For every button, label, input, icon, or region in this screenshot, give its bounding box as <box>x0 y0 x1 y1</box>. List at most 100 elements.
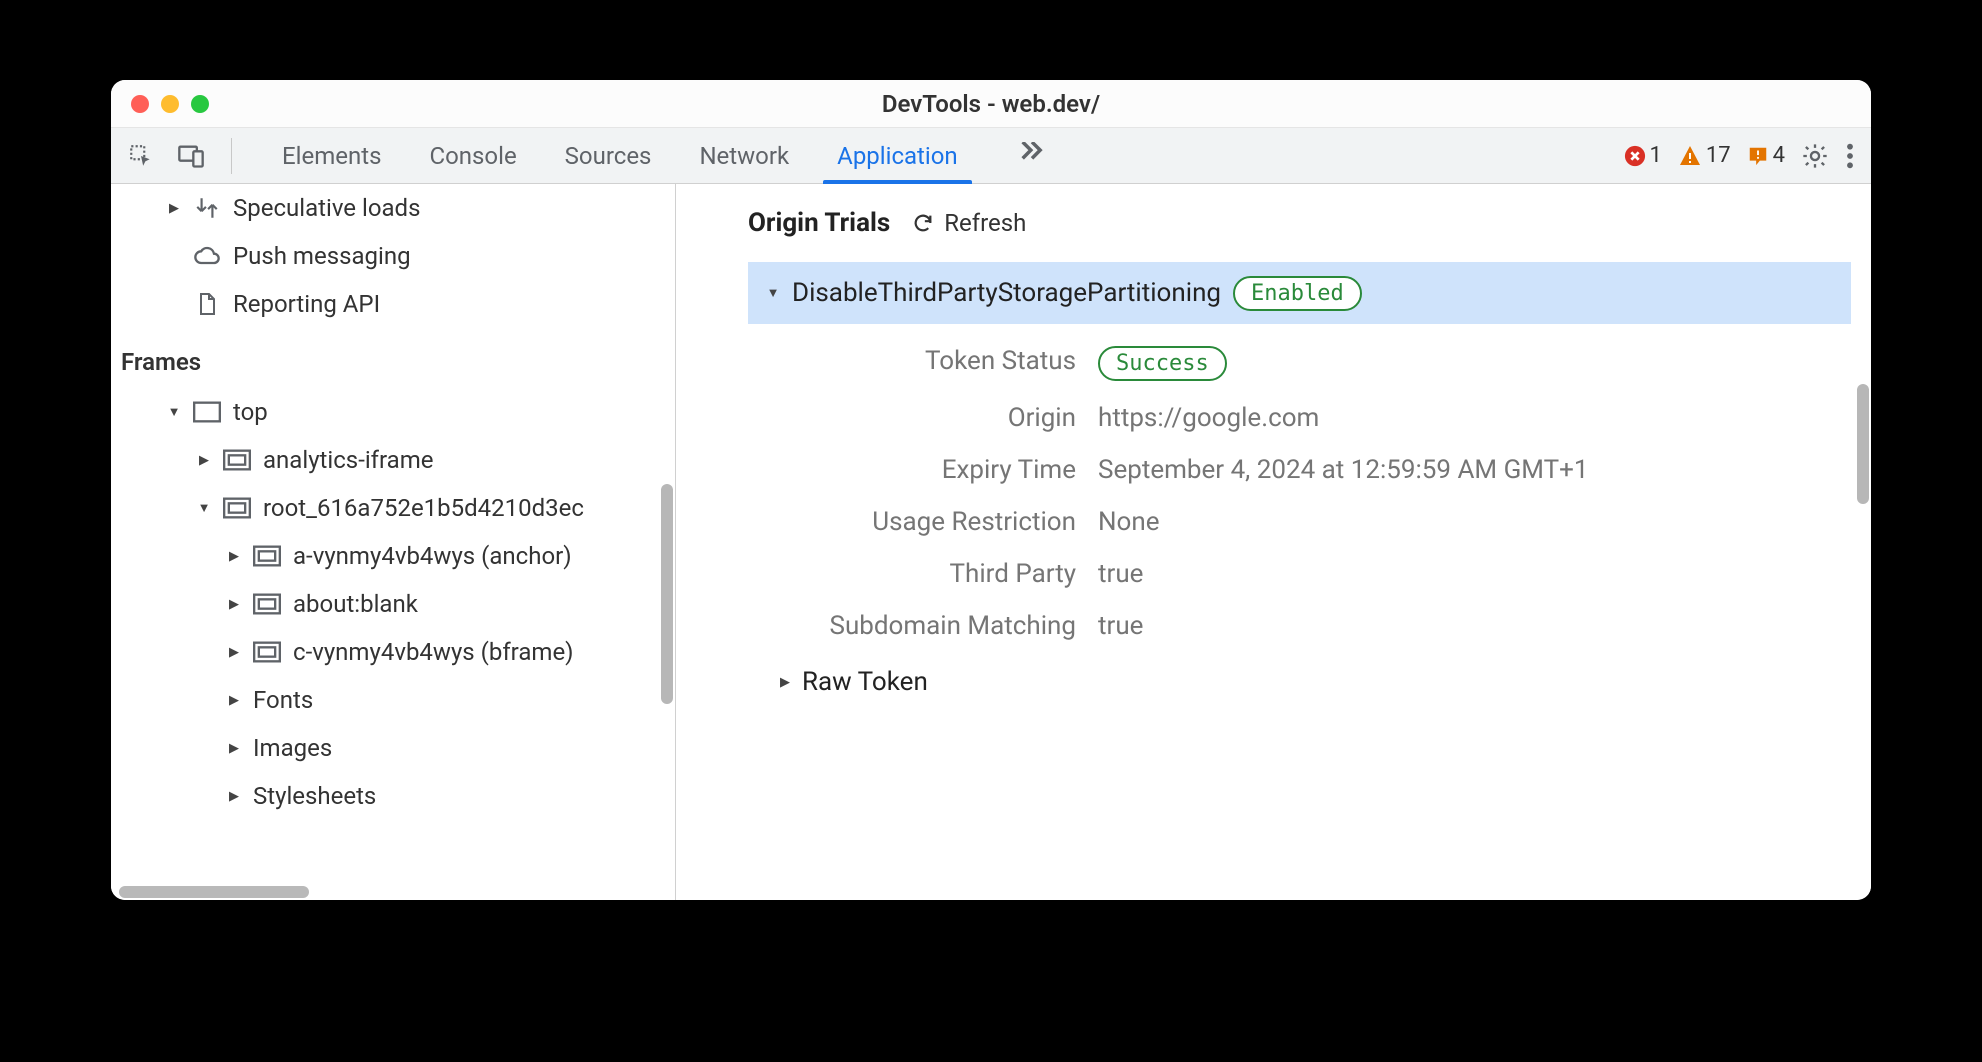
issue-icon <box>1747 145 1769 167</box>
chevron-down-icon <box>766 285 780 301</box>
sidebar-item-label: Fonts <box>253 686 313 714</box>
field-label: Subdomain Matching <box>716 611 1076 641</box>
field-label: Usage Restriction <box>716 507 1076 537</box>
sidebar-item-push-messaging[interactable]: Push messaging <box>111 232 675 280</box>
sidebar-item-label: about:blank <box>293 590 418 618</box>
iframe-icon <box>223 446 251 474</box>
field-label: Token Status <box>716 346 1076 381</box>
field-value: https://google.com <box>1098 403 1831 433</box>
chevron-right-icon <box>227 789 241 804</box>
sidebar-item-label: top <box>233 398 268 426</box>
tab-network[interactable]: Network <box>675 128 813 184</box>
more-options-button[interactable] <box>1845 142 1855 170</box>
kebab-icon <box>1845 142 1855 170</box>
tab-sources[interactable]: Sources <box>541 128 676 184</box>
sidebar-item-analytics-iframe[interactable]: analytics-iframe <box>111 436 675 484</box>
trial-details: Token Status Success Origin https://goog… <box>676 342 1871 641</box>
sidebar-item-images[interactable]: Images <box>111 724 675 772</box>
panel-title: Origin Trials <box>748 208 890 238</box>
issues-count[interactable]: 4 <box>1747 143 1785 168</box>
titlebar: DevTools - web.dev/ <box>111 80 1871 128</box>
sidebar-item-reporting-api[interactable]: Reporting API <box>111 280 675 328</box>
devtools-tabbar: Elements Console Sources Network Applica… <box>111 128 1871 184</box>
sidebar-item-label: Reporting API <box>233 290 380 318</box>
sidebar-item-label: analytics-iframe <box>263 446 434 474</box>
devtools-body: Speculative loads Push messaging <box>111 184 1871 900</box>
warnings-count-value: 17 <box>1706 143 1731 168</box>
iframe-icon <box>253 590 281 618</box>
chevron-right-icon <box>197 453 211 468</box>
field-value: true <box>1098 611 1831 641</box>
sidebar-item-label: c-vynmy4vb4wys (bframe) <box>293 638 574 666</box>
warnings-count[interactable]: 17 <box>1678 143 1731 168</box>
sidebar-vertical-scrollbar[interactable] <box>661 484 673 704</box>
speculative-loads-icon <box>193 194 221 222</box>
cloud-icon <box>193 242 221 270</box>
chevron-right-icon <box>227 549 241 564</box>
sidebar-item-label: Push messaging <box>233 242 411 270</box>
chevron-down-icon <box>167 404 181 420</box>
trial-status-pill: Enabled <box>1233 276 1362 311</box>
refresh-icon <box>912 212 934 234</box>
iframe-icon <box>253 638 281 666</box>
iframe-icon <box>223 494 251 522</box>
field-value: Success <box>1098 346 1831 381</box>
sidebar-item-speculative-loads[interactable]: Speculative loads <box>111 184 675 232</box>
panel-header: Origin Trials Refresh <box>676 208 1871 258</box>
application-sidebar: Speculative loads Push messaging <box>111 184 676 900</box>
more-tabs-button[interactable] <box>1004 142 1060 170</box>
sidebar-item-stylesheets[interactable]: Stylesheets <box>111 772 675 820</box>
sidebar-item-child-a[interactable]: a-vynmy4vb4wys (anchor) <box>111 532 675 580</box>
document-icon <box>193 290 221 318</box>
inspect-element-icon[interactable] <box>127 142 155 170</box>
main-vertical-scrollbar[interactable] <box>1857 384 1869 504</box>
devtools-window: DevTools - web.dev/ Elements Console So <box>111 80 1871 900</box>
sidebar-item-label: Speculative loads <box>233 194 420 222</box>
field-label: Third Party <box>716 559 1076 589</box>
sidebar-item-root-frame[interactable]: root_616a752e1b5d4210d3ec <box>111 484 675 532</box>
sidebar-item-label: root_616a752e1b5d4210d3ec <box>263 494 584 522</box>
refresh-label: Refresh <box>944 209 1026 237</box>
sidebar-horizontal-scrollbar[interactable] <box>119 886 309 898</box>
sidebar-item-top-frame[interactable]: top <box>111 388 675 436</box>
window-title: DevTools - web.dev/ <box>111 90 1871 118</box>
field-value: September 4, 2024 at 12:59:59 AM GMT+1 <box>1098 455 1831 485</box>
sidebar-item-label: a-vynmy4vb4wys (anchor) <box>293 542 572 570</box>
raw-token-row[interactable]: Raw Token <box>778 667 1871 697</box>
settings-button[interactable] <box>1801 142 1829 170</box>
trial-name: DisableThirdPartyStoragePartitioning <box>792 278 1221 308</box>
chevron-right-icon <box>227 597 241 612</box>
field-label: Origin <box>716 403 1076 433</box>
errors-count[interactable]: 1 <box>1624 143 1662 168</box>
refresh-button[interactable]: Refresh <box>912 209 1026 237</box>
sidebar-item-child-c[interactable]: c-vynmy4vb4wys (bframe) <box>111 628 675 676</box>
tabs-container: Elements Console Sources Network Applica… <box>258 128 982 184</box>
sidebar-item-fonts[interactable]: Fonts <box>111 676 675 724</box>
tab-console[interactable]: Console <box>405 128 540 184</box>
errors-count-value: 1 <box>1650 143 1662 168</box>
chevron-right-icon <box>227 645 241 660</box>
origin-trial-row[interactable]: DisableThirdPartyStoragePartitioning Ena… <box>748 262 1851 324</box>
sidebar-section-frames: Frames <box>111 328 675 388</box>
sidebar-item-label: Stylesheets <box>253 782 376 810</box>
sidebar-item-label: Images <box>253 734 332 762</box>
field-value: true <box>1098 559 1831 589</box>
field-value: None <box>1098 507 1831 537</box>
origin-trials-panel: Origin Trials Refresh DisableThirdPartyS… <box>676 184 1871 900</box>
gear-icon <box>1801 142 1829 170</box>
device-toolbar-icon[interactable] <box>177 142 205 170</box>
frame-icon <box>193 398 221 426</box>
warning-icon <box>1678 144 1702 168</box>
field-label: Expiry Time <box>716 455 1076 485</box>
sidebar-item-child-b[interactable]: about:blank <box>111 580 675 628</box>
tabbar-divider <box>231 138 232 174</box>
error-icon <box>1624 145 1646 167</box>
chevron-right-icon <box>227 741 241 756</box>
tab-elements[interactable]: Elements <box>258 128 405 184</box>
raw-token-label: Raw Token <box>802 667 928 697</box>
chevron-right-icon <box>167 201 181 216</box>
issues-count-value: 4 <box>1773 143 1785 168</box>
chevron-down-icon <box>197 500 211 516</box>
iframe-icon <box>253 542 281 570</box>
tab-application[interactable]: Application <box>813 128 982 184</box>
